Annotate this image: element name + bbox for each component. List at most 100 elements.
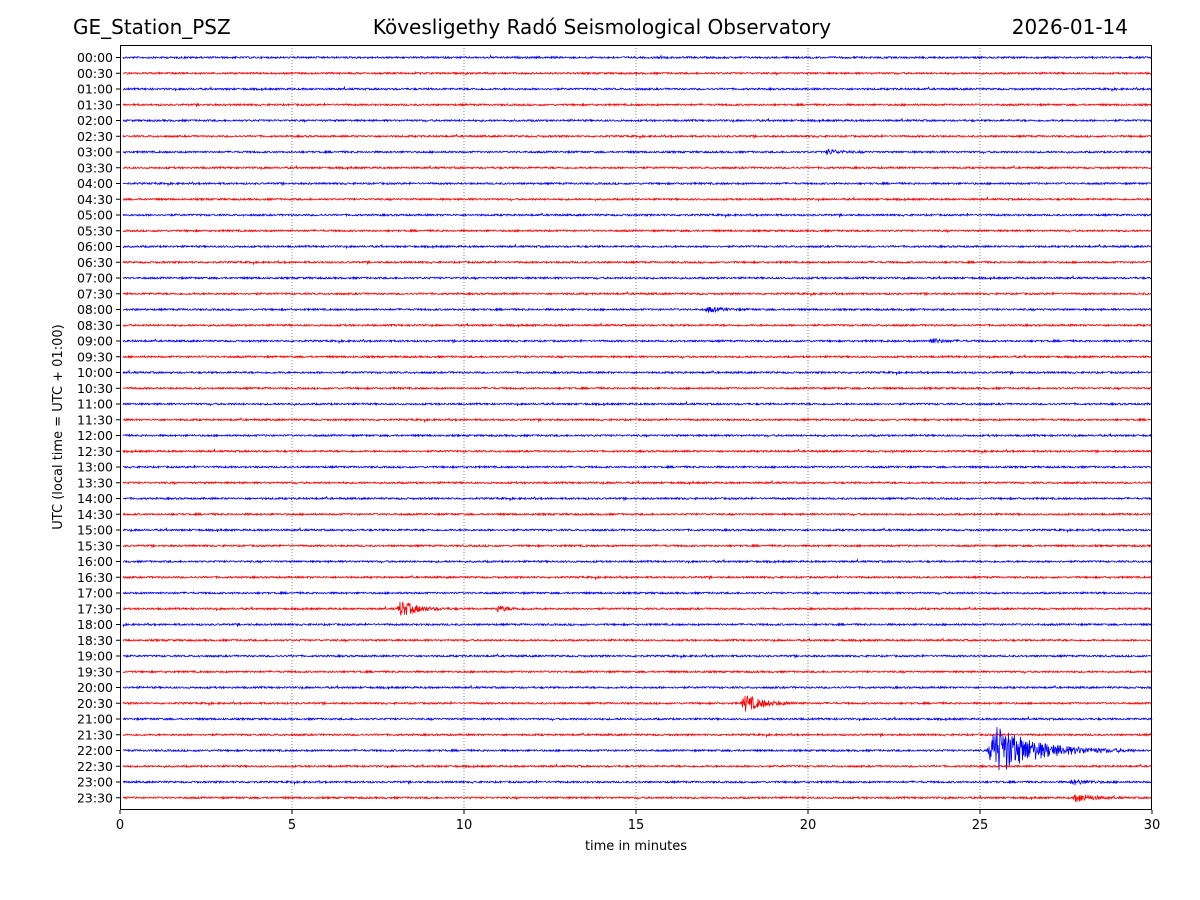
- y-tick-label: 21:00: [77, 712, 113, 727]
- x-axis-label: time in minutes: [585, 839, 687, 854]
- trace-0700: [122, 274, 1153, 281]
- trace-1700: [122, 590, 1153, 596]
- trace-0100: [122, 85, 1153, 93]
- x-tick-label: 10: [456, 818, 473, 833]
- y-tick-label: 18:00: [77, 617, 113, 632]
- trace-0000: [122, 54, 1153, 60]
- x-tick-label: 15: [628, 818, 645, 833]
- trace-1500: [122, 526, 1153, 534]
- y-tick-label: 08:30: [77, 318, 113, 333]
- x-axis-ticks: 0 5 10 15 20 25 30: [116, 810, 1160, 833]
- trace-2000: [122, 684, 1153, 690]
- trace-0900: [122, 337, 1153, 345]
- y-tick-label: 08:00: [77, 302, 113, 317]
- trace-1930: [122, 669, 1153, 675]
- y-tick-label: 00:30: [77, 66, 113, 81]
- chart-date: 2026-01-14: [1011, 15, 1128, 39]
- y-tick-label: 05:30: [77, 223, 113, 238]
- seismic-traces: [122, 54, 1153, 802]
- trace-1000: [122, 369, 1153, 376]
- trace-0430: [122, 195, 1153, 202]
- trace-1630: [122, 574, 1153, 581]
- y-axis-ticks: 00:0000:3001:0001:3002:0002:3003:0003:30…: [77, 50, 120, 805]
- trace-0230: [122, 133, 1153, 140]
- y-tick-label: 04:30: [77, 192, 113, 207]
- trace-1600: [122, 558, 1153, 565]
- y-tick-label: 09:30: [77, 349, 113, 364]
- trace-1030: [122, 385, 1153, 391]
- y-tick-label: 22:00: [77, 743, 113, 758]
- y-tick-label: 12:30: [77, 444, 113, 459]
- y-tick-label: 12:00: [77, 428, 113, 443]
- y-tick-label: 19:30: [77, 664, 113, 679]
- x-tick-label: 0: [116, 818, 124, 833]
- trace-1430: [122, 511, 1153, 517]
- trace-2230: [122, 762, 1153, 769]
- trace-0930: [122, 353, 1153, 360]
- y-tick-label: 15:00: [77, 523, 113, 538]
- trace-1300: [122, 464, 1153, 470]
- trace-0530: [122, 228, 1153, 234]
- trace-2300: [122, 778, 1153, 786]
- y-tick-label: 01:30: [77, 97, 113, 112]
- y-tick-label: 19:00: [77, 649, 113, 664]
- station-name: GE_Station_PSZ: [73, 15, 231, 39]
- y-tick-label: 20:30: [77, 696, 113, 711]
- trace-0330: [122, 164, 1153, 170]
- y-tick-label: 10:00: [77, 365, 113, 380]
- y-tick-label: 15:30: [77, 538, 113, 553]
- y-tick-label: 16:00: [77, 554, 113, 569]
- y-tick-label: 17:00: [77, 586, 113, 601]
- x-tick-label: 30: [1144, 818, 1161, 833]
- trace-1730: [122, 601, 1153, 616]
- y-tick-label: 03:30: [77, 160, 113, 175]
- y-tick-label: 23:30: [77, 790, 113, 805]
- y-tick-label: 06:00: [77, 239, 113, 254]
- y-tick-label: 14:30: [77, 507, 113, 522]
- trace-1400: [122, 495, 1153, 502]
- trace-2200: [122, 727, 1153, 771]
- trace-0200: [122, 117, 1153, 124]
- y-axis-label: UTC (local time = UTC + 01:00): [51, 324, 66, 529]
- plot-frame: [120, 45, 1152, 810]
- y-tick-label: 06:30: [77, 255, 113, 270]
- trace-1200: [122, 432, 1153, 439]
- y-tick-label: 13:00: [77, 460, 113, 475]
- y-tick-label: 10:30: [77, 381, 113, 396]
- y-tick-label: 13:30: [77, 475, 113, 490]
- y-tick-label: 11:00: [77, 397, 113, 412]
- y-tick-label: 02:30: [77, 129, 113, 144]
- trace-1800: [122, 622, 1153, 628]
- y-tick-label: 07:00: [77, 271, 113, 286]
- trace-0830: [122, 321, 1153, 328]
- trace-0130: [122, 102, 1153, 108]
- trace-2030: [122, 695, 1153, 712]
- y-tick-label: 23:00: [77, 775, 113, 790]
- trace-2130: [122, 732, 1153, 739]
- x-tick-label: 20: [800, 818, 817, 833]
- trace-1100: [122, 400, 1153, 407]
- y-tick-label: 03:00: [77, 145, 113, 160]
- y-tick-label: 02:00: [77, 113, 113, 128]
- y-tick-label: 05:00: [77, 208, 113, 223]
- trace-2330: [122, 793, 1153, 802]
- trace-0500: [122, 212, 1153, 219]
- y-tick-label: 18:30: [77, 633, 113, 648]
- trace-0600: [122, 243, 1153, 249]
- grid-lines: [291, 45, 981, 810]
- y-tick-label: 04:00: [77, 176, 113, 191]
- y-tick-label: 00:00: [77, 50, 113, 65]
- trace-0800: [122, 306, 1153, 313]
- trace-0630: [122, 259, 1153, 266]
- y-tick-label: 01:00: [77, 82, 113, 97]
- trace-1900: [122, 653, 1153, 660]
- trace-1230: [122, 447, 1153, 455]
- chart-title: Kövesligethy Radó Seismological Observat…: [372, 15, 832, 39]
- y-tick-label: 21:30: [77, 727, 113, 742]
- trace-1330: [122, 479, 1153, 486]
- y-tick-label: 14:00: [77, 491, 113, 506]
- y-tick-label: 20:00: [77, 680, 113, 695]
- x-tick-label: 25: [972, 818, 989, 833]
- y-tick-label: 11:30: [77, 412, 113, 427]
